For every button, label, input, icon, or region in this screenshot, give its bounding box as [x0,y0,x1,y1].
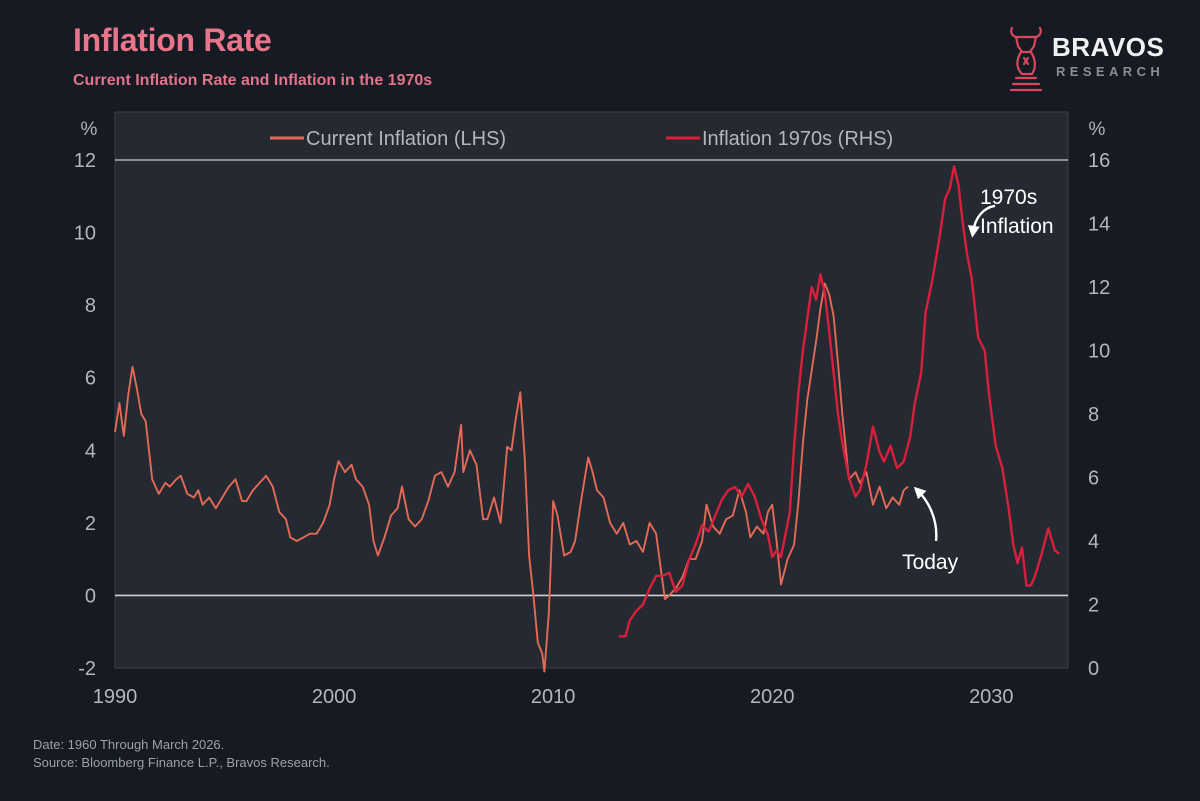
page-title: Inflation Rate [73,22,272,58]
legend-label: Inflation 1970s (RHS) [702,128,893,150]
series-line-1970s-inflation [618,165,1060,638]
seventies-arrow [967,204,996,238]
x-tick-label: 2020 [750,686,795,708]
y-right-tick-label: 12 [1088,277,1110,299]
x-tick-label: 2030 [969,686,1014,708]
legend-label: Current Inflation (LHS) [306,128,506,150]
y-left-tick-label: 2 [85,513,96,535]
y-right-tick-label: 2 [1088,595,1099,617]
bravos-logo: BRAVOS RESEARCH [1004,22,1194,94]
series-line-current-inflation [114,282,909,673]
page-subtitle: Current Inflation Rate and Inflation in … [73,72,433,89]
seventies-label-line1: 1970s [980,186,1037,209]
y-right-unit: % [1089,119,1106,140]
y-left-tick-label: 6 [85,368,96,390]
footer: Date: 1960 Through March 2026. Source: B… [33,736,330,772]
y-right-tick-label: 14 [1088,214,1110,236]
y-right-tick-label: 6 [1088,468,1099,490]
y-left-tick-label: 10 [74,223,96,245]
y-left-unit: % [81,119,98,140]
y-right-tick-label: 4 [1088,531,1099,553]
y-left-tick-label: 4 [85,440,96,462]
logo-name: BRAVOS [1052,32,1165,62]
x-tick-label: 1990 [93,686,138,708]
today-label: Today [902,551,959,574]
y-right-tick-label: 16 [1088,150,1110,172]
y-left-tick-label: 0 [85,585,96,607]
today-arrow [913,486,938,542]
x-tick-label: 2000 [312,686,357,708]
logo-subtitle: RESEARCH [1056,64,1165,79]
date-note: Date: 1960 Through March 2026. [33,737,225,752]
x-tick-label: 2010 [531,686,576,708]
seventies-label-line2: Inflation [980,215,1054,238]
y-right-tick-label: 0 [1088,658,1099,680]
y-left-tick-label: 12 [74,150,96,172]
y-left-tick-label: 8 [85,295,96,317]
y-right-tick-label: 10 [1088,341,1110,363]
source-note: Source: Bloomberg Finance L.P., Bravos R… [33,755,330,770]
plot-area [114,111,1069,669]
y-right-tick-label: 8 [1088,404,1099,426]
y-left-tick-label: -2 [78,658,96,680]
bull-knight-icon [1009,26,1043,92]
